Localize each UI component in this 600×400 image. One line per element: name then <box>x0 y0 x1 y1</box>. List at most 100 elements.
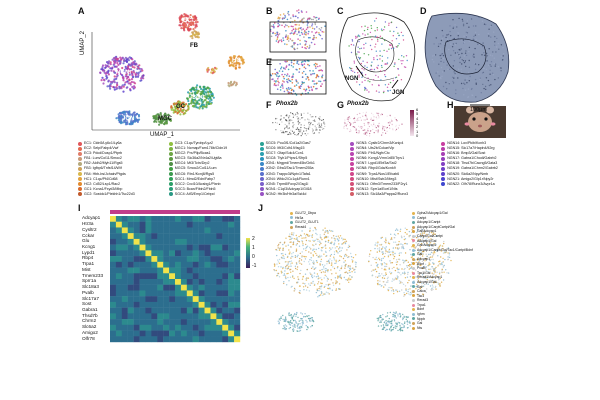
heatmap-row-label: Chrm2 <box>82 318 97 324</box>
legend-swatch <box>78 182 82 187</box>
legend-item: JGN5: Trpm8/Foxp2/Gsg1l <box>259 182 347 187</box>
panel-j-legend-item: Nts <box>412 326 473 331</box>
legend-text: NGN2: Htr3b/Htr3a/Sst4d <box>265 191 307 196</box>
heatmap-row-label: Sost <box>82 301 92 307</box>
panel-label-g: G <box>337 100 345 110</box>
legend-item: NGN20: Slc6a2/Npy/Nmb <box>441 172 528 177</box>
cluster-legend: EC1: Cldn5/Ly6c1/Ly6a EC2: Selp/Fabp4/Vwf… <box>78 141 528 203</box>
panel-j-legend-item: Adcyap1/Cartpt <box>412 220 473 225</box>
legend-swatch <box>259 182 264 187</box>
legend-item: JGN4: Wfdc2/Cc1q4/Runx1 <box>259 177 347 182</box>
legend-text: GC2: Sostdc1/Plekhh1/Tsc22d3 <box>84 191 135 196</box>
panel-j-legend-item: Bdnf <box>412 307 473 312</box>
legend-text: NGN8: Rbp4/Gda/Kcnk9 <box>356 166 396 171</box>
panel-label-d: D <box>420 6 427 16</box>
panel-j-legend-item: Adcyap1/Cartpt/Gal/Tac1/Cartpt/Bdnf <box>412 248 473 253</box>
panel-c-ngn-label: NGN <box>345 76 359 82</box>
legend-text: GC1: Kcna1/Fxyd3/Mbp <box>84 186 123 191</box>
legend-item: NGN13: Slc18a3/Pappa2/Runx3 <box>350 192 437 197</box>
legend-swatch <box>259 167 264 172</box>
panel-j-legend-item: Pvalb <box>412 266 473 271</box>
legend-item: GC2: Sostdc1/Plekhh1/Tsc22d3 <box>78 192 165 197</box>
legend-swatch <box>350 167 355 172</box>
panel-j-legend-item: Nppb <box>412 317 473 322</box>
legend-swatch <box>441 141 446 146</box>
panel-label-b: B <box>266 6 273 16</box>
cluster-label-sgc: SGC <box>192 95 206 101</box>
legend-text: MGC5: Smoc2/Col11/Lum <box>174 166 217 171</box>
panel-g-colorbar-tick: 5 <box>416 111 419 117</box>
panel-i-colorbar-tick: 1 <box>252 245 255 251</box>
legend-item: NGN12: Sprr1a/Ecel1/Nts <box>350 187 437 192</box>
heatmap-row-label: Sprr1a <box>82 278 97 284</box>
legend-text: JGN1: Mrgprd/Tmem45b/Grik1 <box>265 161 315 166</box>
panel-i-heatmap <box>110 210 250 343</box>
legend-item: MGC2: Prx/Pllp/Bcas1 <box>168 151 256 156</box>
panel-f-gene-title: Phox2b <box>276 101 298 107</box>
legend-text: NGN12: Sprr1a/Ecel1/Nts <box>356 186 398 191</box>
legend-item: NGN14: Lox/Pkib/Kcnh3 <box>441 141 528 146</box>
legend-swatch <box>350 156 355 161</box>
panel-j-legend-item: GLUT2_GLUT1 <box>290 220 319 225</box>
panel-j-legend-item: Gal <box>412 321 473 326</box>
heatmap-row-label: Slc18a3 <box>82 284 99 290</box>
legend-item: HC2: Cd52/Lsp1/Rac2 <box>78 182 165 187</box>
heatmap-row-label: Rbp4 <box>82 255 94 261</box>
panel-label-i: I <box>78 203 81 213</box>
legend-swatch <box>78 172 82 177</box>
legend-swatch <box>168 182 173 187</box>
legend-text: NGN7: Lypd1/Ebf3a/Sst2 <box>356 161 397 166</box>
cluster-label-ec: EC <box>183 18 192 24</box>
legend-item: JGN2: Gfra3/Tac1/Tmem255a <box>259 166 347 172</box>
legend-text: GC3: C1qc/Tyrobp/Lyz2 <box>174 141 214 145</box>
cluster-label-jgn: JGN <box>122 116 135 122</box>
panel-g-colorbar-tick: 3 <box>416 119 419 125</box>
legend-swatch <box>259 161 264 166</box>
legend-text: SGC2: Cxcl10/Acsbg1/Plxnb <box>174 181 221 186</box>
legend-swatch <box>259 146 264 151</box>
legend-item: FB3: Igfbp6/Tnfsf14/Wif <box>78 166 165 172</box>
panel-g-colorbar-tick: 6 <box>416 107 419 112</box>
heatmap-row-label: Olfr78 <box>82 335 95 341</box>
legend-item: SGC2: Cxcl10/Acsbg1/Plxnb <box>168 181 256 187</box>
legend-swatch <box>259 172 264 177</box>
panel-j-legend-item: Rerad3 <box>412 298 473 303</box>
legend-text: HC1: C1qc/Pf4/Cd68 <box>84 176 118 181</box>
legend-text: MGC2: Prx/Pllp/Bcas1 <box>174 151 211 156</box>
panel-g-colorbar-tick: 0 <box>416 132 419 138</box>
legend-item: SGC6: Ifit3/Cdh19/Isg15 <box>259 146 347 151</box>
legend-text: SGC7: Gfap/Sdc4/Ccn1 <box>265 151 304 156</box>
legend-swatch <box>350 187 355 192</box>
panel-j-umaps <box>273 226 452 332</box>
panel-i-colorbar-tick: -1 <box>252 263 257 269</box>
heatmap-row-label: Cysltr2 <box>82 226 97 232</box>
legend-item: HC1: C1qc/Pf4/Cd68 <box>78 177 165 182</box>
panel-e-zoom <box>269 59 327 96</box>
panel-j-legend-item: Tac1/Gal <box>412 271 473 276</box>
panel-label-f: F <box>266 100 272 110</box>
legend-swatch <box>441 167 446 172</box>
legend-text: EC2: Selp/Fabp4/Vwf <box>84 146 119 151</box>
panel-g-colorbar-tick: 2 <box>416 124 419 130</box>
heatmap-row-label: Tmem233 <box>82 272 104 278</box>
legend-text: NGN18: Thsd7b/Cacng5/Gata3 <box>447 161 498 166</box>
panel-j-legend-item: Ighm <box>412 312 473 317</box>
umap-x-axis-label: UMAP_1 <box>150 132 175 138</box>
legend-item: NGN18: Thsd7b/Cacng5/Gata3 <box>441 161 528 166</box>
panel-j-legend-item: Bdnf <box>412 262 473 267</box>
legend-swatch <box>259 151 264 156</box>
legend-text: EC1: Cldn5/Ly6c1/Ly6a <box>84 141 122 145</box>
legend-item: EC2: Selp/Fabp4/Vwf <box>78 146 165 151</box>
legend-item: GC1: Kcna1/Fxyd3/Mbp <box>78 187 165 192</box>
legend-swatch <box>350 192 355 197</box>
legend-swatch <box>168 192 173 197</box>
legend-item: NGN5: Ffrl1/Ngfr/Ctc <box>350 151 437 156</box>
legend-swatch <box>350 141 355 146</box>
legend-text: FB2: Aldh2/Myh11/Rgs5 <box>84 161 123 166</box>
legend-item: NGN16: Bmp3/Gal/Sost <box>441 151 528 156</box>
legend-swatch <box>259 187 264 192</box>
legend-item: NGN11: Otfm3/Tmem233/P2ry1 <box>350 182 437 187</box>
legend-swatch <box>168 167 173 172</box>
legend-swatch <box>78 151 82 156</box>
legend-text: SGC6: Ifit3/Cdh19/Isg15 <box>265 146 305 151</box>
